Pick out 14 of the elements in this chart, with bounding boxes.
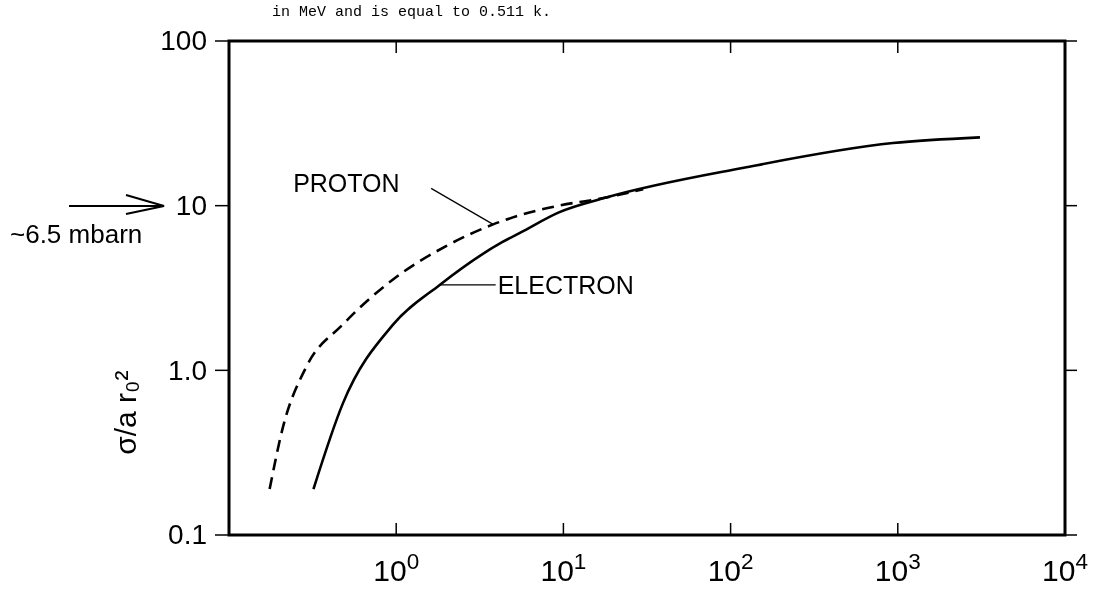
x-tick-label: 10$^{3}$ [874, 548, 921, 587]
y-tick-label: 10 [175, 190, 207, 222]
legend-label: ELECTRON [497, 270, 634, 299]
y-tick-label: 100 [160, 25, 207, 57]
x-tick-label: 10$^{4}$ [1042, 548, 1088, 587]
text: PROTON [293, 169, 400, 198]
y-axis-title: σ/a r₀² [109, 370, 142, 455]
y-tick-label: 0.1 [168, 519, 207, 551]
x-tick-label: 10$^{1}$ [540, 548, 587, 587]
y-tick-label: 1.0 [168, 354, 207, 386]
x-tick-label: 10$^{0}$ [373, 548, 420, 587]
text: ~6.5 mbarn [10, 219, 143, 249]
text: in MeV and is equal to 0.511 k. [272, 4, 552, 21]
x-tick-label: 10$^{2}$ [707, 548, 754, 587]
